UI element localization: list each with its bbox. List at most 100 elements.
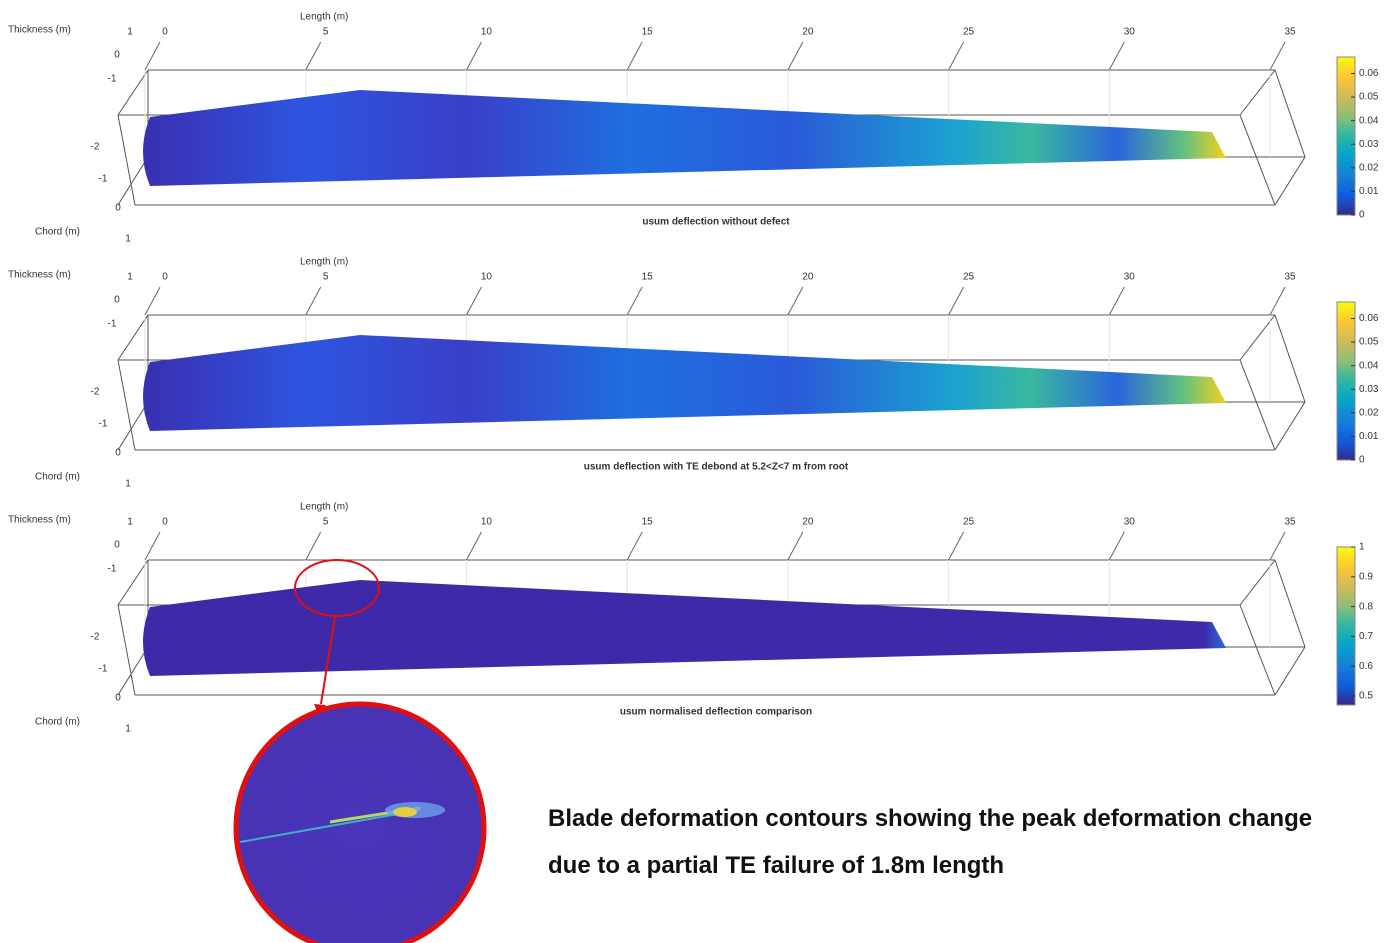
z-tick-label: 1 xyxy=(125,724,131,735)
z-tick-label: -1 xyxy=(99,174,108,185)
x-tick xyxy=(145,287,160,315)
colorbar-tick-label: 0.5 xyxy=(1359,691,1373,702)
x-tick-label: 35 xyxy=(1284,517,1296,528)
x-tick-label: 15 xyxy=(642,27,654,38)
axis-box-edge xyxy=(118,647,148,695)
z-tick-label: -1 xyxy=(99,664,108,675)
x-tick xyxy=(1109,532,1124,560)
x-tick xyxy=(788,287,803,315)
colorbar-tick-label: 0.02 xyxy=(1359,162,1379,173)
x-tick xyxy=(466,42,481,70)
plot-title: usum deflection with TE debond at 5.2<Z<… xyxy=(584,462,849,473)
colorbar-tick-label: 0.6 xyxy=(1359,661,1373,672)
colorbar-tick-label: 0.06 xyxy=(1359,68,1379,79)
zoom-circle xyxy=(236,704,484,943)
y-tick-label: -1 xyxy=(108,564,117,575)
y-tick-label: 1 xyxy=(127,27,133,38)
x-tick-label: 5 xyxy=(323,27,329,38)
x-tick xyxy=(306,42,321,70)
x-axis-label: Length (m) xyxy=(300,502,348,513)
y-tick-label: -2 xyxy=(91,632,100,643)
z-axis-label: Chord (m) xyxy=(35,227,80,238)
z-axis-label: Chord (m) xyxy=(35,472,80,483)
x-tick-label: 35 xyxy=(1284,27,1296,38)
x-tick xyxy=(949,42,964,70)
colorbar-tick-label: 0.03 xyxy=(1359,384,1379,395)
x-tick xyxy=(466,532,481,560)
axis-box-edge xyxy=(118,70,148,115)
x-tick-label: 0 xyxy=(162,272,168,283)
y-tick-label: 0 xyxy=(114,295,120,306)
colorbar-tick-label: 0.02 xyxy=(1359,407,1379,418)
z-tick-label: 0 xyxy=(115,448,121,459)
axis-box-edge xyxy=(118,157,148,205)
x-tick xyxy=(949,287,964,315)
x-axis-label: Length (m) xyxy=(300,257,348,268)
z-axis-label: Chord (m) xyxy=(35,717,80,728)
x-tick xyxy=(627,287,642,315)
y-tick-label: -2 xyxy=(91,387,100,398)
colorbar-tick-label: 0.7 xyxy=(1359,631,1373,642)
x-tick-label: 25 xyxy=(963,272,975,283)
x-tick xyxy=(1270,532,1285,560)
colorbar-tick-label: 0.03 xyxy=(1359,139,1379,150)
y-tick-label: 1 xyxy=(127,517,133,528)
plot-title: usum deflection without defect xyxy=(642,217,790,228)
x-tick xyxy=(1270,42,1285,70)
z-tick-label: 1 xyxy=(125,234,131,245)
x-tick xyxy=(627,532,642,560)
x-tick xyxy=(788,42,803,70)
x-tick-label: 30 xyxy=(1124,27,1136,38)
colorbar-tick-label: 1 xyxy=(1359,542,1365,553)
x-tick xyxy=(466,287,481,315)
x-tick xyxy=(1109,287,1124,315)
axis-box-edge xyxy=(118,315,148,360)
y-tick-label: -2 xyxy=(91,142,100,153)
x-tick-label: 5 xyxy=(323,517,329,528)
colorbar-tick-label: 0.01 xyxy=(1359,431,1379,442)
colorbar-tick-label: 0 xyxy=(1359,455,1365,466)
plot-title: usum normalised deflection comparison xyxy=(620,707,812,718)
figure: Thickness (m)Chord (m)Length (m)05101520… xyxy=(0,0,1392,943)
y-tick-label: 0 xyxy=(114,50,120,61)
colorbar-tick-label: 0.04 xyxy=(1359,360,1379,371)
axis-box-edge xyxy=(1275,70,1305,157)
y-tick-label: -1 xyxy=(108,74,117,85)
colorbar-tick-label: 0.04 xyxy=(1359,115,1379,126)
y-axis-label: Thickness (m) xyxy=(8,270,71,281)
colorbar-tick-label: 0.06 xyxy=(1359,313,1379,324)
colorbar-tick-label: 0.01 xyxy=(1359,186,1379,197)
blade-surface xyxy=(143,335,1226,431)
x-tick-label: 25 xyxy=(963,517,975,528)
z-tick-label: -1 xyxy=(99,419,108,430)
y-axis-label: Thickness (m) xyxy=(8,25,71,36)
colorbar-tick-label: 0.9 xyxy=(1359,571,1373,582)
x-tick-label: 15 xyxy=(642,517,654,528)
x-tick xyxy=(627,42,642,70)
axis-box-edge xyxy=(1275,402,1305,450)
x-tick-label: 20 xyxy=(802,27,814,38)
blade-surface xyxy=(143,90,1226,186)
colorbar-tick-label: 0.8 xyxy=(1359,601,1373,612)
zoom-blob xyxy=(393,807,417,817)
axis-box-edge xyxy=(118,402,148,450)
blade-plot: Thickness (m) Chord (m) Length (m) 0 5 10 15 20… xyxy=(8,12,1379,245)
colorbar-tick-label: 0.05 xyxy=(1359,92,1379,103)
x-tick-label: 20 xyxy=(802,517,814,528)
x-tick xyxy=(1270,287,1285,315)
x-tick-label: 35 xyxy=(1284,272,1296,283)
x-tick-label: 30 xyxy=(1124,272,1136,283)
z-tick-label: 0 xyxy=(115,693,121,704)
x-tick-label: 10 xyxy=(481,27,493,38)
y-tick-label: 1 xyxy=(127,272,133,283)
x-tick-label: 30 xyxy=(1124,517,1136,528)
x-tick xyxy=(1109,42,1124,70)
x-tick xyxy=(306,532,321,560)
x-tick-label: 25 xyxy=(963,27,975,38)
caption: Blade deformation contours showing the p… xyxy=(548,795,1348,889)
x-tick-label: 0 xyxy=(162,517,168,528)
x-tick-label: 20 xyxy=(802,272,814,283)
x-tick xyxy=(788,532,803,560)
axis-box-edge xyxy=(1275,647,1305,695)
x-axis-label: Length (m) xyxy=(300,12,348,23)
